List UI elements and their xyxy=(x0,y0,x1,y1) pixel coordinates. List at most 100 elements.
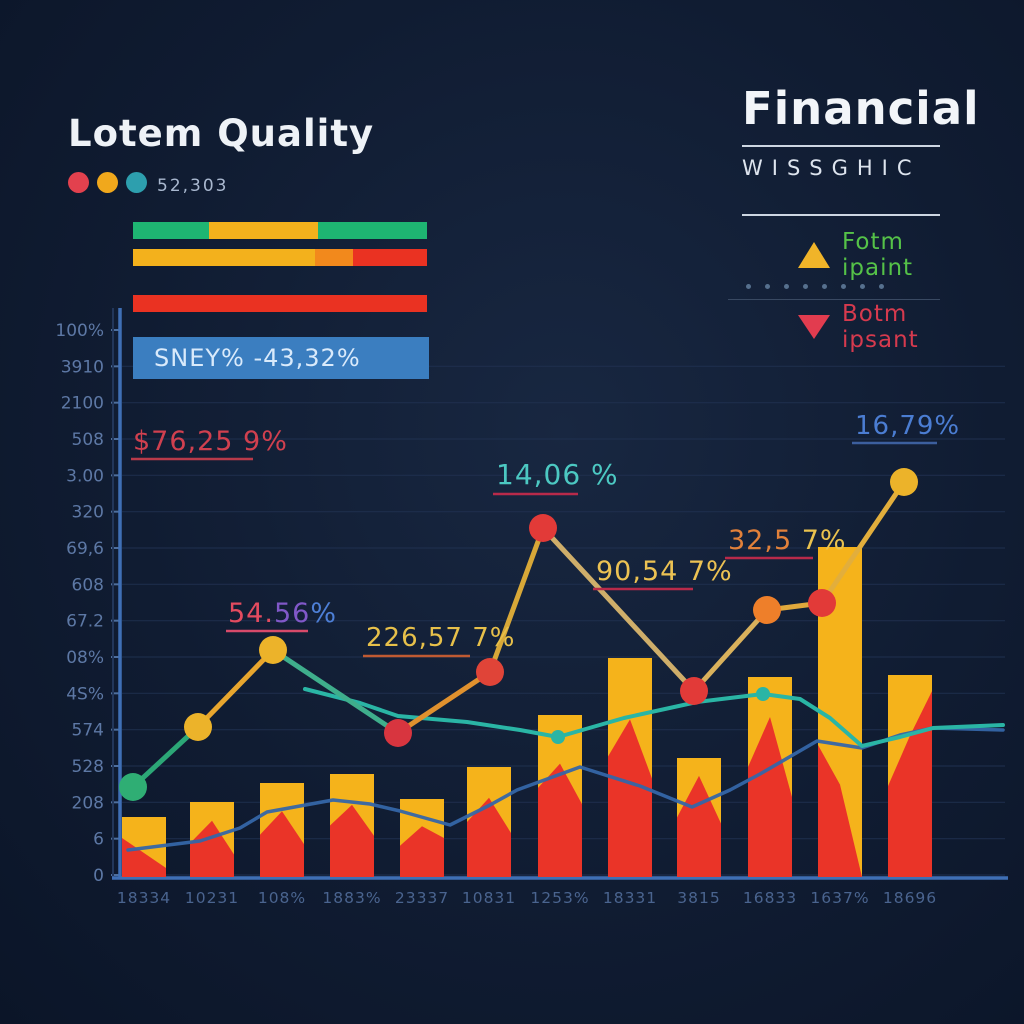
svg-text:3910: 3910 xyxy=(61,357,104,377)
legend-dot xyxy=(860,284,865,289)
legend-down-label: Botm ipsant xyxy=(842,301,919,353)
chart-bar-6 xyxy=(467,767,511,877)
data-point-dot xyxy=(529,514,557,542)
legend-item-up[interactable]: Fotm ipaint xyxy=(728,229,940,281)
svg-text:1637%: 1637% xyxy=(810,889,869,907)
annotation-label: 54.56% xyxy=(228,598,337,629)
svg-text:69,6: 69,6 xyxy=(66,539,104,559)
legend-dot xyxy=(765,284,770,289)
data-point-dot xyxy=(119,773,147,801)
data-point-dot xyxy=(808,589,836,617)
svg-text:23337: 23337 xyxy=(395,889,449,907)
svg-text:528: 528 xyxy=(72,757,104,777)
annotations: $76,25 9% 54.56% 226,57 7% 14,06 % 90,54 7%3… xyxy=(131,411,960,658)
svg-text:108%: 108% xyxy=(258,889,306,907)
svg-text:508: 508 xyxy=(72,430,104,450)
svg-text:608: 608 xyxy=(72,575,104,595)
stacked-bar-green-yellow xyxy=(133,222,427,239)
svg-text:100%: 100% xyxy=(55,321,104,341)
triangle-down-icon xyxy=(798,315,830,339)
svg-text:1883%: 1883% xyxy=(322,889,381,907)
brand-divider-bottom xyxy=(742,214,940,216)
triangle-up-icon xyxy=(798,242,830,268)
legend-dot xyxy=(803,284,808,289)
brand-title: Financial xyxy=(742,82,980,135)
page-title: Lotem Quality xyxy=(68,112,375,155)
chart-bar-12 xyxy=(888,675,932,877)
bar-segment xyxy=(315,249,354,266)
legend-up-label: Fotm ipaint xyxy=(842,229,914,281)
brand-subtitle: WISSGHIC xyxy=(742,156,921,180)
legend-dot xyxy=(784,284,789,289)
header-status-dots xyxy=(68,172,147,193)
svg-text:3815: 3815 xyxy=(677,889,720,907)
legend-dot xyxy=(841,284,846,289)
chart-bar-10 xyxy=(748,677,792,877)
annotation-label: $76,25 9% xyxy=(133,426,288,457)
svg-text:18696: 18696 xyxy=(883,889,937,907)
header-subtext: 52,303 xyxy=(157,176,229,196)
data-point-dot xyxy=(890,468,918,496)
svg-text:6: 6 xyxy=(93,830,104,850)
chart-bar-9 xyxy=(677,758,721,877)
data-point-dot xyxy=(184,713,212,741)
data-point-dot xyxy=(680,677,708,705)
teal-line-dot xyxy=(756,687,770,701)
y-axis-labels: 100% 3910 2100 508 3.00 320 69,6 608 67.2 08% 4S% 5… xyxy=(55,321,104,886)
bars-series xyxy=(122,547,932,877)
chart-bar-4 xyxy=(330,774,374,877)
svg-text:574: 574 xyxy=(72,721,104,741)
svg-text:18331: 18331 xyxy=(603,889,657,907)
status-dot xyxy=(97,172,118,193)
bar-segment xyxy=(133,295,427,312)
legend-divider xyxy=(728,299,940,300)
legend-dot xyxy=(879,284,884,289)
teal-line-dot xyxy=(551,730,565,744)
bar-segment xyxy=(353,249,427,266)
chart-bar-8 xyxy=(608,658,652,877)
brand-divider-top xyxy=(742,145,940,147)
svg-text:67.2: 67.2 xyxy=(66,612,104,632)
svg-text:16833: 16833 xyxy=(743,889,797,907)
annotation-label: 90,54 7% xyxy=(596,556,733,587)
legend-dot xyxy=(822,284,827,289)
svg-text:3.00: 3.00 xyxy=(66,466,104,486)
bar-segment xyxy=(133,249,316,266)
data-point-dot xyxy=(259,636,287,664)
svg-text:10231: 10231 xyxy=(185,889,239,907)
chart-bar-3 xyxy=(260,783,304,877)
brand-block: Financial WISSGHIC xyxy=(742,82,980,225)
annotation-label: 32,5 7% xyxy=(728,525,847,556)
x-axis-labels: 18334 10231 108% 1883% 23337 10831 1253% 18331 3… xyxy=(117,889,937,907)
line-series-blue xyxy=(126,726,1005,852)
svg-text:4S%: 4S% xyxy=(66,684,104,704)
stacked-bar-red xyxy=(133,295,427,312)
chart-legend: Fotm ipaint Botm ipsant xyxy=(728,229,940,353)
annotation-label: 14,06 % xyxy=(496,458,619,491)
bar-segment xyxy=(318,222,427,239)
chart-bar-5 xyxy=(400,799,444,877)
svg-text:08%: 08% xyxy=(66,648,104,668)
data-point-dot xyxy=(753,596,781,624)
data-point-dot xyxy=(384,719,412,747)
stacked-bars-group xyxy=(133,222,427,312)
callout-badge[interactable]: SNEY% -43,32% xyxy=(133,337,429,379)
annotation-label: 226,57 7% xyxy=(366,623,516,653)
stacked-bar-yellow-red xyxy=(133,249,427,266)
svg-text:1253%: 1253% xyxy=(530,889,589,907)
svg-text:208: 208 xyxy=(72,793,104,813)
chart-bar-2 xyxy=(190,802,234,877)
annotation-label: 16,79% xyxy=(855,411,960,441)
bar-segment xyxy=(133,222,210,239)
bar-segment xyxy=(209,222,319,239)
svg-text:0: 0 xyxy=(93,866,104,886)
legend-item-down[interactable]: Botm ipsant xyxy=(728,301,940,353)
legend-dots-row xyxy=(746,284,940,289)
data-point-dot xyxy=(476,658,504,686)
status-dot xyxy=(126,172,147,193)
svg-text:10831: 10831 xyxy=(462,889,516,907)
status-dot xyxy=(68,172,89,193)
legend-dot xyxy=(746,284,751,289)
svg-text:18334: 18334 xyxy=(117,889,171,907)
